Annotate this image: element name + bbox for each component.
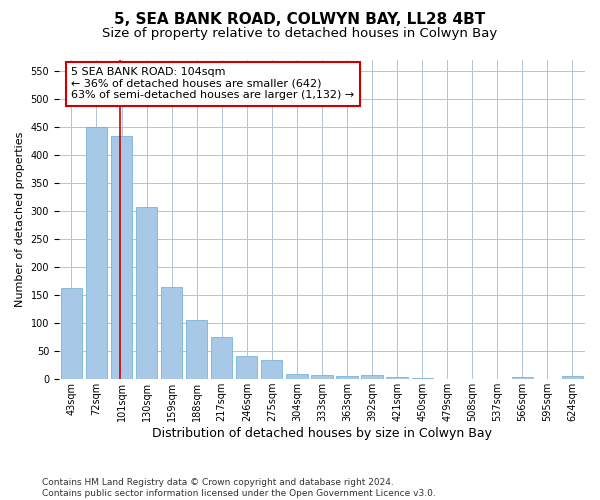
Bar [386,378,408,379]
Bar [487,378,508,379]
Text: Contains HM Land Registry data © Crown copyright and database right 2024.
Contai: Contains HM Land Registry data © Crown c… [42,478,436,498]
Bar [136,208,157,379]
Bar [161,287,182,379]
Bar [512,377,533,379]
Text: 5 SEA BANK ROAD: 104sqm
← 36% of detached houses are smaller (642)
63% of semi-d: 5 SEA BANK ROAD: 104sqm ← 36% of detache… [71,68,355,100]
Bar [111,136,132,379]
Bar [361,374,383,379]
Y-axis label: Number of detached properties: Number of detached properties [15,132,25,308]
Bar [261,360,283,379]
Bar [337,376,358,379]
X-axis label: Distribution of detached houses by size in Colwyn Bay: Distribution of detached houses by size … [152,427,492,440]
Text: Size of property relative to detached houses in Colwyn Bay: Size of property relative to detached ho… [103,28,497,40]
Bar [311,374,332,379]
Text: 5, SEA BANK ROAD, COLWYN BAY, LL28 4BT: 5, SEA BANK ROAD, COLWYN BAY, LL28 4BT [115,12,485,28]
Bar [537,378,558,379]
Bar [461,378,483,379]
Bar [412,378,433,379]
Bar [211,337,232,379]
Bar [236,356,257,379]
Bar [186,320,208,379]
Bar [562,376,583,379]
Bar [86,127,107,379]
Bar [61,288,82,379]
Bar [286,374,308,379]
Bar [437,378,458,379]
